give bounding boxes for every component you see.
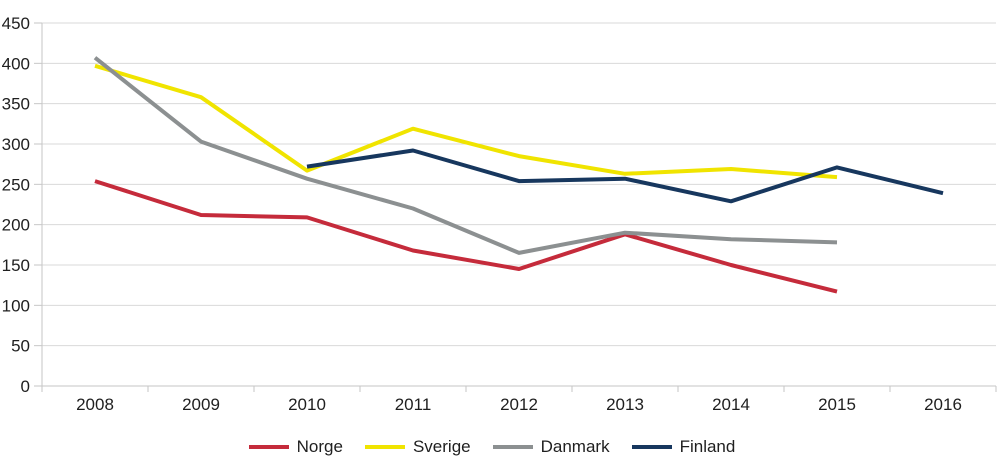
y-tick-label: 150 — [2, 256, 30, 275]
y-tick-label: 350 — [2, 95, 30, 114]
legend-label: Norge — [296, 437, 343, 456]
legend-item-norge: Norge — [248, 437, 343, 456]
legend-line-swatch-icon — [248, 444, 289, 449]
x-tick-label: 2015 — [818, 395, 856, 414]
x-tick-label: 2013 — [606, 395, 644, 414]
series-line-finland — [306, 148, 944, 204]
legend-label: Sverige — [412, 437, 471, 456]
y-tick-label: 250 — [2, 175, 30, 194]
y-tick-label: 200 — [2, 216, 30, 235]
legend-item-finland: Finland — [631, 437, 736, 456]
legend-item-danmark: Danmark — [492, 437, 610, 456]
legend-label: Finland — [679, 437, 736, 456]
y-tick-label: 450 — [2, 14, 30, 33]
y-tick-label: 400 — [2, 54, 30, 73]
legend-line-swatch-icon — [631, 444, 672, 449]
x-tick-label: 2009 — [182, 395, 220, 414]
x-tick-label: 2014 — [712, 395, 750, 414]
series-line-sverige — [94, 63, 838, 180]
series-line-danmark — [93, 56, 838, 255]
series-line-norge — [94, 179, 838, 294]
x-tick-label: 2008 — [76, 395, 114, 414]
y-tick-label: 100 — [2, 296, 30, 315]
x-tick-label: 2012 — [500, 395, 538, 414]
y-tick-label: 0 — [21, 377, 30, 396]
legend-line-swatch-icon — [364, 444, 405, 449]
chart-legend: Norge Sverige Danmark Finland — [0, 438, 992, 455]
x-tick-label: 2011 — [395, 395, 432, 414]
y-tick-label: 300 — [2, 135, 30, 154]
y-tick-label: 50 — [11, 337, 30, 356]
legend-line-swatch-icon — [492, 444, 533, 449]
x-tick-label: 2016 — [924, 395, 962, 414]
legend-item-sverige: Sverige — [364, 437, 471, 456]
legend-label: Danmark — [540, 437, 610, 456]
x-tick-label: 2010 — [288, 395, 326, 414]
